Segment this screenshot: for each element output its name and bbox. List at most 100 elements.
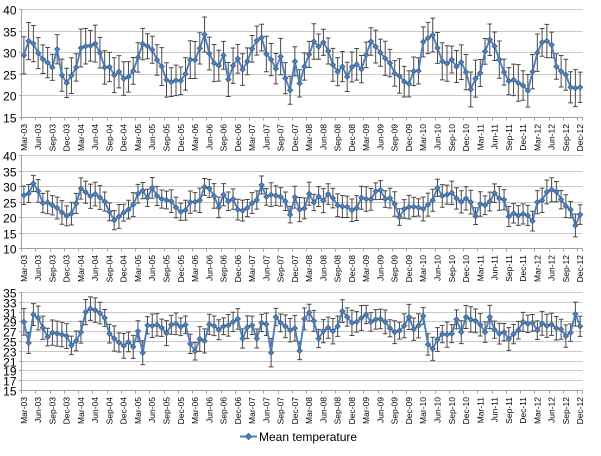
svg-text:Mar-09: Mar-09 bbox=[361, 124, 371, 151]
svg-text:Dec-06: Dec-06 bbox=[233, 124, 243, 152]
svg-text:Jun-09: Jun-09 bbox=[375, 397, 385, 423]
svg-text:Dec-03: Dec-03 bbox=[62, 397, 72, 425]
svg-text:Dec-03: Dec-03 bbox=[62, 124, 72, 152]
svg-text:Mar-12: Mar-12 bbox=[532, 255, 542, 282]
svg-text:Mar-08: Mar-08 bbox=[304, 255, 314, 282]
svg-text:Dec-07: Dec-07 bbox=[290, 124, 300, 152]
svg-text:Mar-12: Mar-12 bbox=[532, 124, 542, 151]
svg-text:Jun-09: Jun-09 bbox=[375, 255, 385, 281]
svg-text:Sep-11: Sep-11 bbox=[504, 397, 514, 424]
svg-text:Dec-10: Dec-10 bbox=[461, 255, 471, 283]
svg-text:Mar-05: Mar-05 bbox=[133, 124, 143, 151]
svg-text:Sep-10: Sep-10 bbox=[447, 124, 457, 152]
svg-text:Jun-05: Jun-05 bbox=[147, 397, 157, 423]
svg-text:15: 15 bbox=[3, 385, 17, 399]
svg-text:Mar-10: Mar-10 bbox=[418, 124, 428, 151]
svg-text:Jun-08: Jun-08 bbox=[318, 255, 328, 281]
svg-text:Jun-11: Jun-11 bbox=[490, 397, 500, 423]
svg-text:29: 29 bbox=[3, 316, 17, 330]
svg-text:Mar-08: Mar-08 bbox=[304, 397, 314, 424]
svg-text:Jun-11: Jun-11 bbox=[490, 124, 500, 150]
svg-text:Mar-07: Mar-07 bbox=[247, 124, 257, 151]
svg-text:33: 33 bbox=[3, 297, 17, 311]
svg-text:Sep-03: Sep-03 bbox=[47, 255, 57, 283]
svg-text:Jun-06: Jun-06 bbox=[204, 255, 214, 281]
svg-text:Mar-05: Mar-05 bbox=[133, 397, 143, 424]
svg-text:Sep-05: Sep-05 bbox=[162, 397, 172, 425]
svg-text:Jun-11: Jun-11 bbox=[490, 255, 500, 281]
svg-text:Jun-12: Jun-12 bbox=[547, 397, 557, 423]
svg-text:Sep-09: Sep-09 bbox=[390, 124, 400, 152]
svg-text:Dec-04: Dec-04 bbox=[119, 255, 129, 283]
svg-text:Sep-12: Sep-12 bbox=[561, 124, 571, 152]
svg-text:Sep-04: Sep-04 bbox=[104, 255, 114, 283]
svg-text:Sep-08: Sep-08 bbox=[333, 124, 343, 152]
svg-text:Mar-08: Mar-08 bbox=[304, 124, 314, 151]
svg-text:Mar-04: Mar-04 bbox=[76, 255, 86, 282]
svg-text:Jun-07: Jun-07 bbox=[261, 124, 271, 150]
svg-text:Sep-11: Sep-11 bbox=[504, 255, 514, 282]
svg-text:Dec-09: Dec-09 bbox=[404, 255, 414, 283]
svg-text:Jun-05: Jun-05 bbox=[147, 255, 157, 281]
svg-text:Dec-12: Dec-12 bbox=[575, 397, 585, 425]
svg-text:15: 15 bbox=[3, 112, 17, 126]
svg-text:20: 20 bbox=[3, 212, 17, 226]
svg-text:Dec-05: Dec-05 bbox=[176, 124, 186, 152]
svg-text:Mar-06: Mar-06 bbox=[190, 255, 200, 282]
svg-text:Dec-11: Dec-11 bbox=[518, 397, 528, 424]
svg-text:Jun-06: Jun-06 bbox=[204, 397, 214, 423]
svg-text:Jun-12: Jun-12 bbox=[547, 255, 557, 281]
svg-text:Mar-07: Mar-07 bbox=[247, 255, 257, 282]
svg-text:21: 21 bbox=[3, 356, 17, 370]
svg-text:Jun-09: Jun-09 bbox=[375, 124, 385, 150]
svg-text:Mar-11: Mar-11 bbox=[475, 397, 485, 424]
svg-text:Sep-10: Sep-10 bbox=[447, 255, 457, 283]
svg-text:Dec-06: Dec-06 bbox=[233, 255, 243, 283]
svg-text:Mar-07: Mar-07 bbox=[247, 397, 257, 424]
svg-text:19: 19 bbox=[3, 365, 17, 379]
svg-text:Dec-06: Dec-06 bbox=[233, 397, 243, 425]
svg-text:Jun-12: Jun-12 bbox=[547, 124, 557, 150]
svg-text:Sep-10: Sep-10 bbox=[447, 397, 457, 425]
svg-text:Dec-10: Dec-10 bbox=[461, 124, 471, 152]
svg-text:Sep-12: Sep-12 bbox=[561, 255, 571, 283]
svg-text:Dec-11: Dec-11 bbox=[518, 255, 528, 282]
svg-text:Jun-04: Jun-04 bbox=[90, 255, 100, 281]
svg-text:Dec-07: Dec-07 bbox=[290, 255, 300, 283]
svg-text:Mar-04: Mar-04 bbox=[76, 124, 86, 151]
svg-text:Mar-09: Mar-09 bbox=[361, 255, 371, 282]
svg-text:Jun-04: Jun-04 bbox=[90, 397, 100, 423]
svg-text:15: 15 bbox=[3, 228, 17, 242]
svg-text:Dec-09: Dec-09 bbox=[404, 397, 414, 425]
svg-text:Jun-05: Jun-05 bbox=[147, 124, 157, 150]
svg-text:Sep-06: Sep-06 bbox=[219, 124, 229, 152]
svg-text:Mar-10: Mar-10 bbox=[418, 397, 428, 424]
svg-text:Sep-08: Sep-08 bbox=[333, 397, 343, 425]
svg-text:Jun-03: Jun-03 bbox=[33, 397, 43, 423]
svg-text:Mar-12: Mar-12 bbox=[532, 397, 542, 424]
svg-text:25: 25 bbox=[3, 69, 17, 83]
svg-text:Jun-07: Jun-07 bbox=[261, 397, 271, 423]
svg-text:Mar-03: Mar-03 bbox=[19, 124, 29, 151]
svg-text:40: 40 bbox=[3, 150, 17, 164]
svg-text:Dec-10: Dec-10 bbox=[461, 397, 471, 425]
svg-text:Dec-05: Dec-05 bbox=[176, 397, 186, 425]
svg-text:Dec-12: Dec-12 bbox=[575, 255, 585, 283]
svg-text:Mar-09: Mar-09 bbox=[361, 397, 371, 424]
svg-text:Dec-05: Dec-05 bbox=[176, 255, 186, 283]
svg-text:Sep-03: Sep-03 bbox=[47, 397, 57, 425]
svg-text:20: 20 bbox=[3, 90, 17, 104]
svg-text:Dec-08: Dec-08 bbox=[347, 255, 357, 283]
svg-text:Dec-03: Dec-03 bbox=[62, 255, 72, 283]
svg-text:Jun-03: Jun-03 bbox=[33, 255, 43, 281]
svg-text:Mar-06: Mar-06 bbox=[190, 124, 200, 151]
svg-text:35: 35 bbox=[3, 287, 17, 301]
svg-text:Jun-03: Jun-03 bbox=[33, 124, 43, 150]
svg-text:Mar-06: Mar-06 bbox=[190, 397, 200, 424]
svg-text:Sep-12: Sep-12 bbox=[561, 397, 571, 425]
svg-text:Mar-04: Mar-04 bbox=[76, 397, 86, 424]
svg-text:Sep-05: Sep-05 bbox=[162, 255, 172, 283]
svg-text:27: 27 bbox=[3, 326, 17, 340]
svg-text:Sep-06: Sep-06 bbox=[219, 397, 229, 425]
svg-text:Dec-11: Dec-11 bbox=[518, 124, 528, 151]
